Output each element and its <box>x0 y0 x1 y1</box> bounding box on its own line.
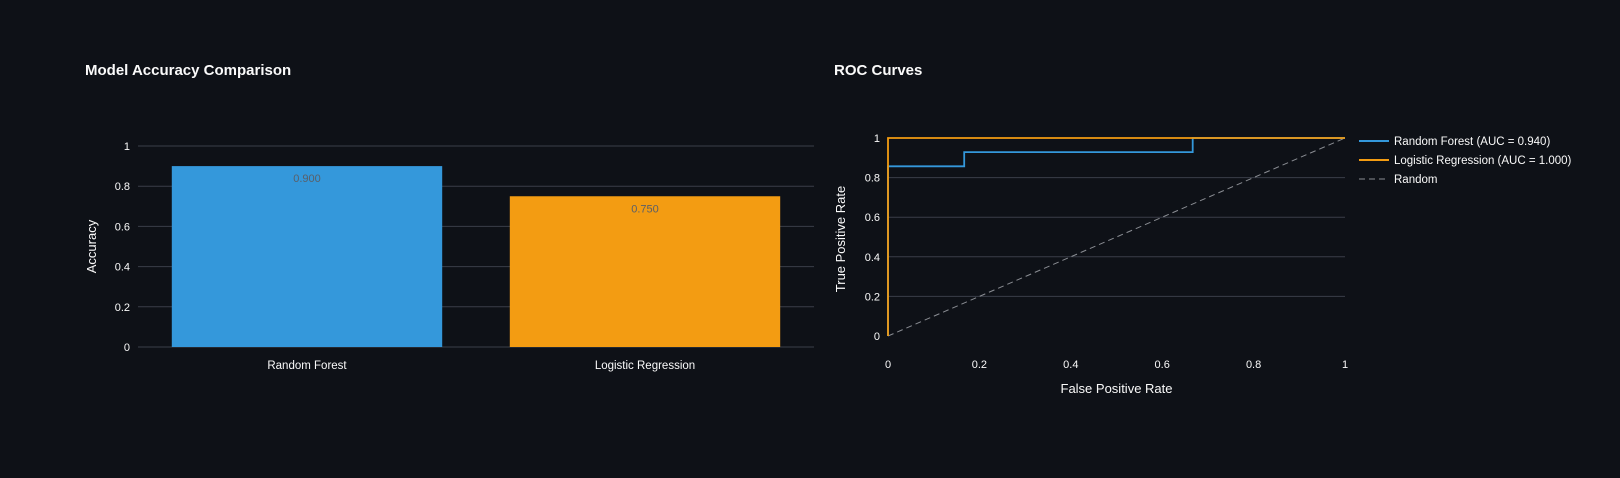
bar-value-label: 0.750 <box>631 203 659 215</box>
roc-y-tick-label: 0.6 <box>865 212 880 224</box>
bar-x-tick-label: Random Forest <box>267 360 347 372</box>
roc-series-line <box>887 137 1345 336</box>
roc-x-tick-label: 0.2 <box>972 359 987 371</box>
roc-x-tick-label: 0.6 <box>1155 359 1170 371</box>
roc-y-tick-label: 1 <box>874 133 880 145</box>
roc-y-tick-label: 0.8 <box>865 173 880 185</box>
bar-y-tick-label: 0.8 <box>115 181 130 193</box>
roc-y-tick-label: 0.2 <box>865 291 880 303</box>
roc-chart-title: ROC Curves <box>834 62 923 79</box>
roc-legend-label: Logistic Regression (AUC = 1.000) <box>1394 155 1572 167</box>
bar-y-tick-label: 0 <box>124 342 130 354</box>
bar-x-tick-label: Logistic Regression <box>595 360 695 372</box>
bar-chart-title: Model Accuracy Comparison <box>85 62 292 79</box>
roc-x-axis-label: False Positive Rate <box>1061 381 1173 396</box>
roc-legend-label: Random Forest (AUC = 0.940) <box>1394 136 1550 148</box>
roc-y-tick-label: 0 <box>874 331 880 343</box>
bar-y-axis-label: Accuracy <box>84 219 99 273</box>
roc-x-tick-label: 0 <box>885 359 891 371</box>
roc-x-tick-label: 1 <box>1342 359 1348 371</box>
bar-y-tick-label: 0.4 <box>115 262 130 274</box>
roc-y-axis-label: True Positive Rate <box>833 186 848 292</box>
bar-y-tick-label: 0.6 <box>115 221 130 233</box>
bar-value-label: 0.900 <box>293 173 321 185</box>
roc-legend-label: Random <box>1394 174 1437 186</box>
roc-x-tick-label: 0.4 <box>1063 359 1078 371</box>
accuracy-bar <box>509 196 781 347</box>
roc-series-line <box>887 137 1346 337</box>
roc-x-tick-label: 0.8 <box>1246 359 1261 371</box>
accuracy-bar <box>171 166 443 347</box>
bar-y-tick-label: 1 <box>124 141 130 153</box>
bar-y-tick-label: 0.2 <box>115 302 130 314</box>
roc-y-tick-label: 0.4 <box>865 252 880 264</box>
